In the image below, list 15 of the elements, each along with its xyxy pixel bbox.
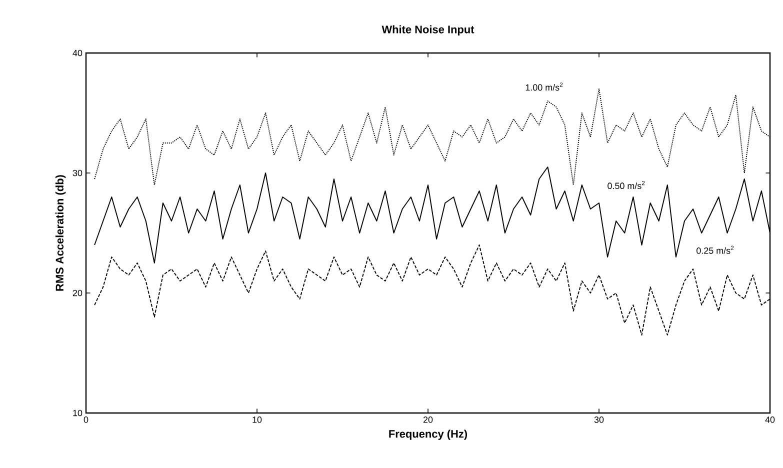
y-tick-label: 40 xyxy=(72,50,82,56)
y-axis-title: RMS Acceleration (db) xyxy=(55,175,66,291)
x-tick-label: 30 xyxy=(594,416,604,423)
x-tick-label: 40 xyxy=(765,416,775,423)
x-axis-title: Frequency (Hz) xyxy=(389,430,468,440)
series-label: 1.00 m/s$^{2}$ xyxy=(526,82,563,91)
series-label: 0.50 m/s$^{2}$ xyxy=(608,180,645,190)
y-tick-label: 30 xyxy=(72,170,82,176)
chart-title: White Noise Input xyxy=(382,25,474,36)
x-tick-label: 0 xyxy=(84,416,88,423)
x-tick-label: 20 xyxy=(423,416,433,423)
y-tick-label: 20 xyxy=(72,290,82,296)
x-tick-label: 10 xyxy=(252,416,262,423)
y-tick-label: 10 xyxy=(73,410,82,416)
series-label: 0.25 m/s$^{2}$ xyxy=(696,246,734,254)
